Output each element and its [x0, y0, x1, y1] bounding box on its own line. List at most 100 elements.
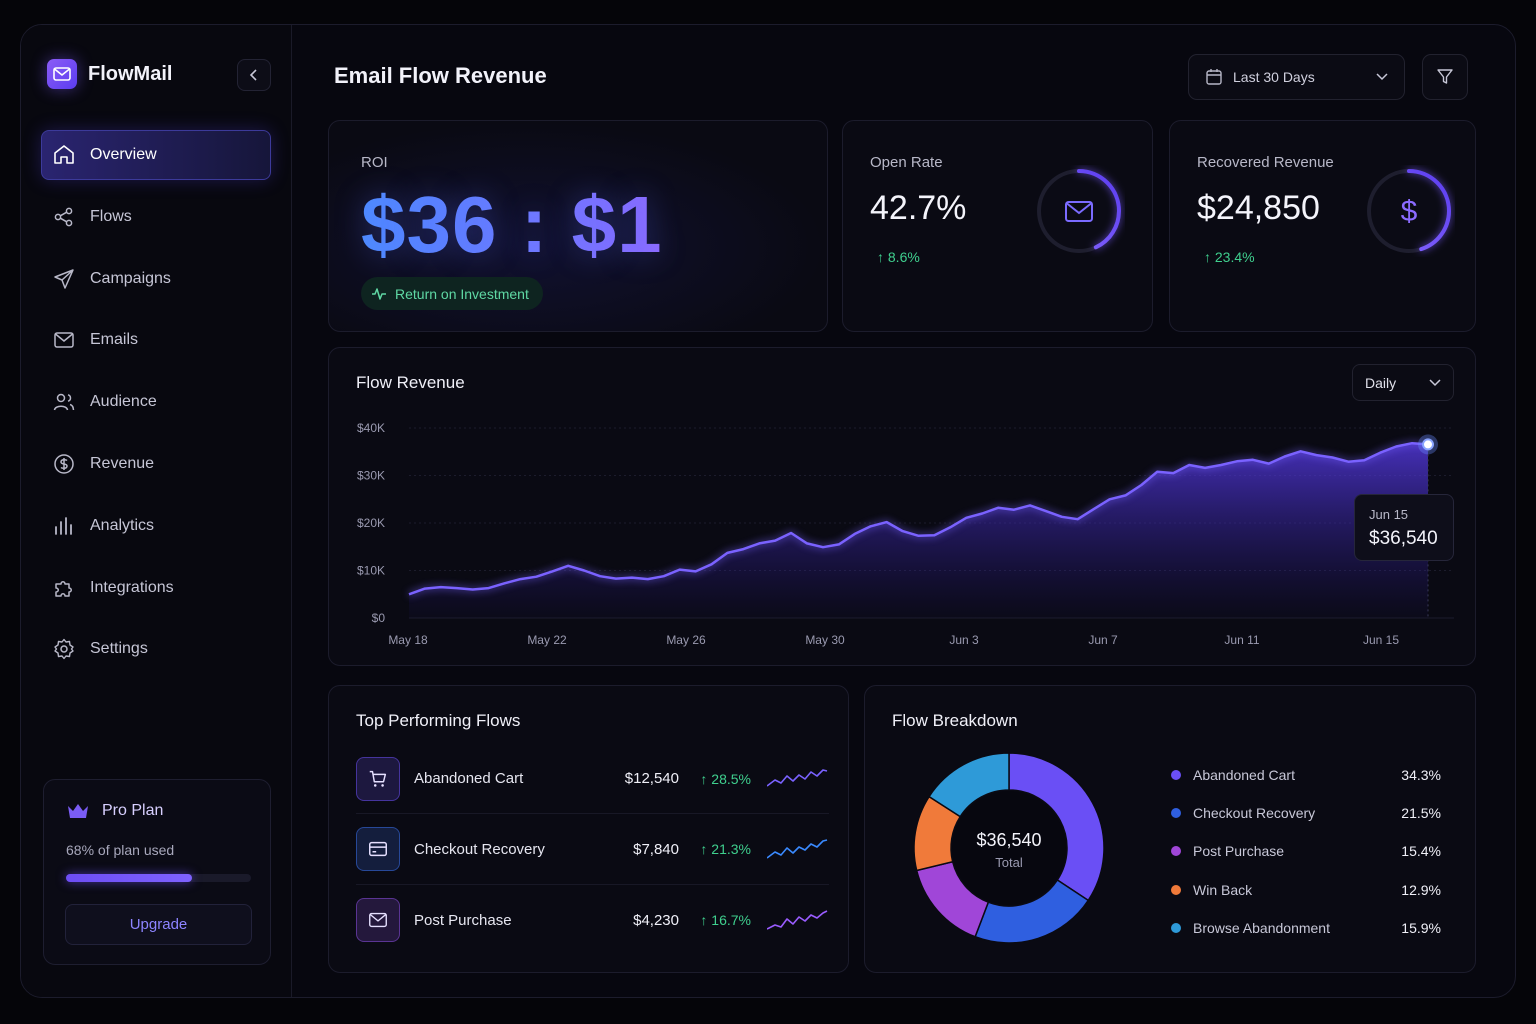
latest-point — [1422, 438, 1434, 451]
chevron-down-icon — [1429, 378, 1441, 386]
sidebar-nav: Overview Flows Campaigns Emails Audience Reve… — [41, 130, 271, 686]
tooltip-value: $36,540 — [1369, 528, 1438, 549]
chevron-down-icon — [1376, 73, 1388, 81]
open-rate-ring — [1037, 169, 1121, 253]
flow-change: ↑ 21.3% — [700, 841, 751, 857]
sidebar-item-label: Emails — [90, 331, 139, 349]
sidebar-item-emails[interactable]: Emails — [41, 315, 271, 365]
flow-change: ↑ 28.5% — [700, 770, 751, 787]
granularity-label: Daily — [1365, 374, 1397, 391]
puzzle-icon — [52, 576, 76, 600]
legend-dot — [1171, 884, 1181, 895]
legend-percent: 15.4% — [1401, 843, 1441, 860]
flow-sparkline — [767, 768, 828, 787]
sidebar-item-label: Campaigns — [90, 269, 171, 287]
filter-button[interactable] — [1422, 54, 1468, 100]
flow-row[interactable]: Checkout Recovery $7,840 ↑ 21.3% — [356, 815, 829, 885]
roi-label: ROI — [361, 154, 388, 171]
collapse-sidebar-button[interactable] — [237, 59, 271, 91]
roi-value: $36 : $1 — [361, 180, 663, 269]
brand-name: FlowMail — [88, 62, 173, 85]
x-tick-label: Jun 11 — [1224, 633, 1259, 647]
chevron-left-icon — [249, 69, 257, 81]
flow-revenue: $12,540 — [624, 770, 679, 787]
sidebar-item-revenue[interactable]: Revenue — [41, 439, 271, 489]
upgrade-button[interactable]: Upgrade — [65, 904, 252, 945]
mail-icon — [1065, 201, 1093, 222]
sidebar-item-settings[interactable]: Settings — [41, 624, 271, 674]
flow-change: ↑ 16.7% — [700, 912, 751, 928]
chart-tooltip: Jun 15 $36,540 — [1354, 494, 1454, 561]
dollar-icon: $ — [1401, 195, 1418, 228]
breakdown-legend: Abandoned Cart 34.3% Checkout Recovery 21.5… — [1171, 756, 1441, 947]
sidebar-item-analytics[interactable]: Analytics — [41, 501, 271, 551]
page-title: Email Flow Revenue — [334, 63, 547, 88]
legend-item: Win Back 12.9% — [1171, 871, 1441, 909]
open-rate-label: Open Rate — [870, 154, 943, 171]
flow-row[interactable]: Abandoned Cart $12,540 ↑ 28.5% — [356, 744, 829, 814]
revenue-area — [409, 443, 1428, 618]
flow-breakdown-title: Flow Breakdown — [892, 711, 1018, 730]
calendar-icon — [1206, 69, 1222, 85]
date-range-select[interactable]: Last 30 Days — [1188, 54, 1405, 100]
flow-sparkline — [767, 839, 828, 859]
legend-label: Checkout Recovery — [1193, 805, 1316, 822]
sidebar-item-label: Analytics — [90, 516, 155, 534]
plan-usage-bar — [66, 874, 251, 882]
tooltip-date: Jun 15 — [1369, 507, 1409, 522]
x-tick-label: May 18 — [388, 633, 428, 647]
y-tick-label: $0 — [372, 611, 386, 625]
activity-icon — [372, 287, 386, 300]
top-flows-title: Top Performing Flows — [356, 711, 521, 730]
sidebar-item-audience[interactable]: Audience — [41, 377, 271, 427]
flow-revenue-card: $0 $10K $20K $30K $40K May 18 May 22 May 26 May … — [328, 347, 1476, 666]
flow-breakdown-card: Flow Breakdown $36,540 Total Abandoned C… — [864, 685, 1476, 973]
legend-percent: 34.3% — [1401, 767, 1441, 784]
mail-icon — [52, 328, 76, 352]
sidebar-item-label: Overview — [90, 146, 157, 163]
legend-dot — [1171, 770, 1181, 781]
plan-usage-fill — [66, 874, 192, 882]
sidebar-item-flows[interactable]: Flows — [41, 192, 271, 242]
plan-usage-text: 68% of plan used — [66, 842, 175, 858]
sidebar-item-label: Settings — [90, 640, 148, 658]
recovered-revenue-label: Recovered Revenue — [1197, 154, 1334, 171]
flow-revenue: $4,230 — [633, 911, 679, 929]
flow-row[interactable]: Post Purchase $4,230 ↑ 16.7% — [356, 885, 829, 955]
flow-breakdown-donut — [913, 752, 1105, 944]
flow-name: Abandoned Cart — [414, 770, 524, 787]
top-flows-card: Top Performing Flows Abandoned Cart $12,5… — [328, 685, 849, 973]
legend-label: Post Purchase — [1193, 843, 1285, 860]
sidebar-item-overview[interactable]: Overview — [41, 130, 271, 180]
recovered-revenue-change: ↑ 23.4% — [1204, 249, 1255, 265]
y-tick-label: $10K — [357, 564, 385, 578]
share-icon — [52, 205, 76, 229]
plan-title: Pro Plan — [66, 802, 163, 820]
send-icon — [52, 267, 76, 291]
recovered-revenue-change-value: 23.4% — [1214, 249, 1255, 265]
legend-label: Win Back — [1193, 881, 1253, 898]
legend-item: Abandoned Cart 34.3% — [1171, 756, 1441, 794]
cart-icon — [356, 756, 400, 801]
legend-item: Checkout Recovery 21.5% — [1171, 794, 1441, 832]
roi-badge: Return on Investment — [361, 277, 543, 310]
legend-dot — [1171, 922, 1181, 933]
legend-label: Browse Abandonment — [1193, 919, 1330, 936]
flow-revenue-chart: $0 $10K $20K $30K $40K May 18 May 22 May 26 May … — [357, 421, 1454, 647]
brand[interactable]: FlowMail — [47, 59, 172, 89]
legend-percent: 12.9% — [1401, 881, 1441, 898]
flow-revenue-title: Flow Revenue — [356, 373, 465, 392]
sidebar-item-integrations[interactable]: Integrations — [41, 563, 271, 613]
dollar-circle-icon — [52, 452, 76, 476]
users-icon — [52, 390, 76, 414]
x-tick-label: May 30 — [805, 633, 845, 647]
legend-dot — [1171, 846, 1181, 857]
sidebar-item-campaigns[interactable]: Campaigns — [41, 254, 271, 304]
credit-card-icon — [356, 827, 400, 871]
mail-logo-icon — [47, 59, 77, 89]
arrow-up-icon: ↑ — [1204, 249, 1215, 265]
granularity-select[interactable]: Daily — [1352, 364, 1454, 401]
legend-item: Post Purchase 15.4% — [1171, 832, 1441, 870]
ring-progress — [1367, 169, 1451, 253]
open-rate-card: Open Rate 42.7% ↑ 8.6% — [842, 120, 1153, 332]
